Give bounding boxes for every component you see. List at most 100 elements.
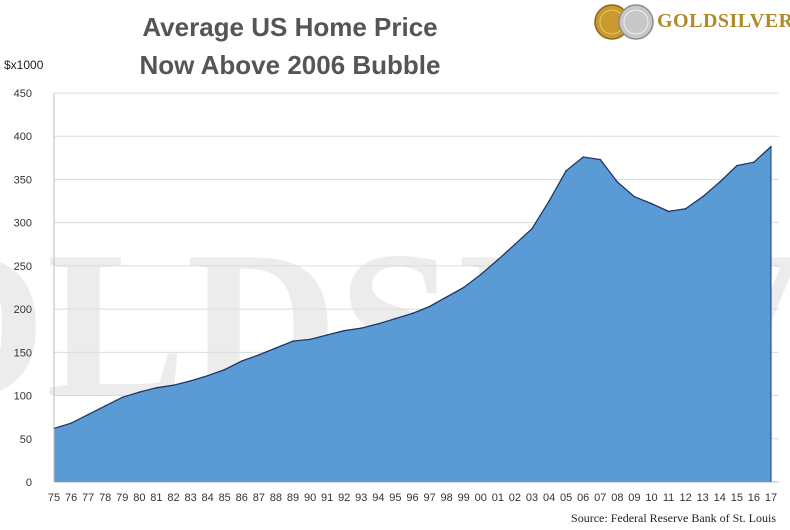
- x-tick-label: 06: [577, 492, 589, 504]
- x-tick-label: 04: [543, 492, 555, 504]
- data-point: [360, 327, 363, 329]
- data-point: [599, 158, 602, 161]
- x-tick-label: 84: [201, 492, 213, 504]
- x-tick-label: 79: [116, 492, 128, 504]
- chart-title: Average US Home Price Now Above 2006 Bub…: [90, 8, 490, 84]
- data-point: [428, 305, 431, 308]
- x-tick-label: 75: [48, 492, 60, 504]
- data-point: [753, 161, 755, 163]
- y-tick-label: 100: [14, 391, 32, 403]
- data-point: [701, 195, 704, 198]
- x-tick-label: 92: [338, 492, 350, 504]
- x-tick-label: 83: [184, 492, 196, 504]
- x-tick-label: 95: [389, 492, 401, 504]
- data-point: [138, 391, 141, 393]
- gold-silver-coins-icon: [594, 4, 654, 40]
- series-area: [53, 145, 772, 482]
- x-tick-label: 76: [65, 492, 77, 504]
- y-tick-label: 50: [20, 434, 32, 446]
- data-point: [480, 273, 482, 276]
- y-tick-label: 300: [14, 218, 32, 230]
- y-tick-label: 200: [14, 304, 32, 316]
- x-tick-label: 98: [440, 492, 452, 504]
- data-point: [377, 323, 380, 325]
- data-point: [309, 338, 311, 341]
- data-point: [548, 200, 550, 202]
- x-tick-label: 80: [133, 492, 145, 504]
- x-tick-label: 85: [219, 492, 231, 504]
- brand-name: GOLDSILVER: [657, 10, 790, 32]
- x-tick-label: 81: [150, 492, 162, 504]
- data-point: [497, 259, 499, 261]
- x-tick-label: 88: [270, 492, 282, 504]
- data-point: [292, 340, 294, 342]
- x-tick-label: 96: [406, 492, 418, 504]
- y-tick-label: 450: [14, 88, 32, 100]
- x-tick-label: 05: [560, 492, 572, 504]
- x-tick-label: 08: [611, 492, 623, 504]
- x-tick-label: 12: [679, 492, 691, 504]
- data-point: [650, 202, 653, 205]
- area-fill: [54, 146, 771, 482]
- x-tick-label: 09: [628, 492, 640, 504]
- data-point: [394, 317, 397, 320]
- x-tick-label: 87: [253, 492, 265, 504]
- data-point: [155, 387, 158, 389]
- x-tick-label: 89: [287, 492, 299, 504]
- x-tick-labels: 75 76 77 78 79 80 81 82 83 84 85 86 87 88 89 90 91 92 93 94…: [48, 492, 777, 504]
- data-point: [275, 347, 277, 349]
- data-point: [411, 312, 414, 315]
- chart-title-line-1: Average US Home Price: [142, 12, 438, 42]
- y-axis-label: $x1000: [4, 58, 44, 72]
- y-tick-label: 0: [26, 477, 32, 489]
- x-tick-label: 90: [304, 492, 316, 504]
- x-tick-label: 16: [748, 492, 760, 504]
- x-tick-label: 94: [372, 492, 384, 504]
- x-tick-label: 17: [765, 492, 777, 504]
- x-tick-label: 13: [697, 492, 709, 504]
- x-tick-label: 07: [594, 492, 606, 504]
- x-tick-label: 97: [423, 492, 435, 504]
- data-point: [667, 210, 670, 213]
- y-tick-labels: 0 50 100 150 200 250 300 350 400 450: [14, 88, 32, 489]
- data-point: [70, 422, 72, 425]
- data-point: [223, 368, 226, 371]
- x-tick-label: 03: [526, 492, 538, 504]
- data-point: [684, 208, 687, 210]
- brand-logo: GOLDSILVER: [592, 2, 790, 42]
- data-point: [462, 286, 465, 289]
- chart-title-line-2: Now Above 2006 Bubble: [139, 50, 441, 80]
- data-point: [531, 227, 533, 230]
- x-tick-label: 14: [714, 492, 726, 504]
- y-tick-label: 350: [14, 174, 32, 186]
- x-tick-label: 99: [458, 492, 470, 504]
- data-point: [343, 329, 346, 332]
- data-point: [633, 195, 636, 198]
- x-tick-label: 10: [645, 492, 657, 504]
- data-point: [616, 181, 619, 183]
- x-tick-label: 00: [475, 492, 487, 504]
- x-tick-label: 93: [355, 492, 367, 504]
- x-tick-label: 02: [509, 492, 521, 504]
- x-tick-label: 91: [321, 492, 333, 504]
- source-note: Source: Federal Reserve Bank of St. Loui…: [571, 511, 776, 525]
- data-point: [104, 405, 106, 407]
- data-point: [770, 145, 772, 148]
- x-tick-label: 78: [99, 492, 111, 504]
- x-tick-label: 86: [236, 492, 248, 504]
- data-point: [565, 170, 567, 172]
- data-point: [241, 360, 243, 362]
- x-tick-label: 77: [82, 492, 94, 504]
- data-point: [736, 164, 738, 167]
- data-point: [87, 413, 89, 416]
- data-point: [172, 384, 175, 387]
- data-point: [514, 243, 516, 246]
- y-tick-label: 150: [14, 347, 32, 359]
- data-point: [445, 296, 448, 298]
- x-tick-label: 82: [167, 492, 179, 504]
- data-point: [326, 334, 328, 336]
- data-point: [121, 396, 124, 399]
- x-tick-label: 15: [731, 492, 743, 504]
- data-point: [258, 354, 260, 356]
- x-tick-label: 01: [492, 492, 504, 504]
